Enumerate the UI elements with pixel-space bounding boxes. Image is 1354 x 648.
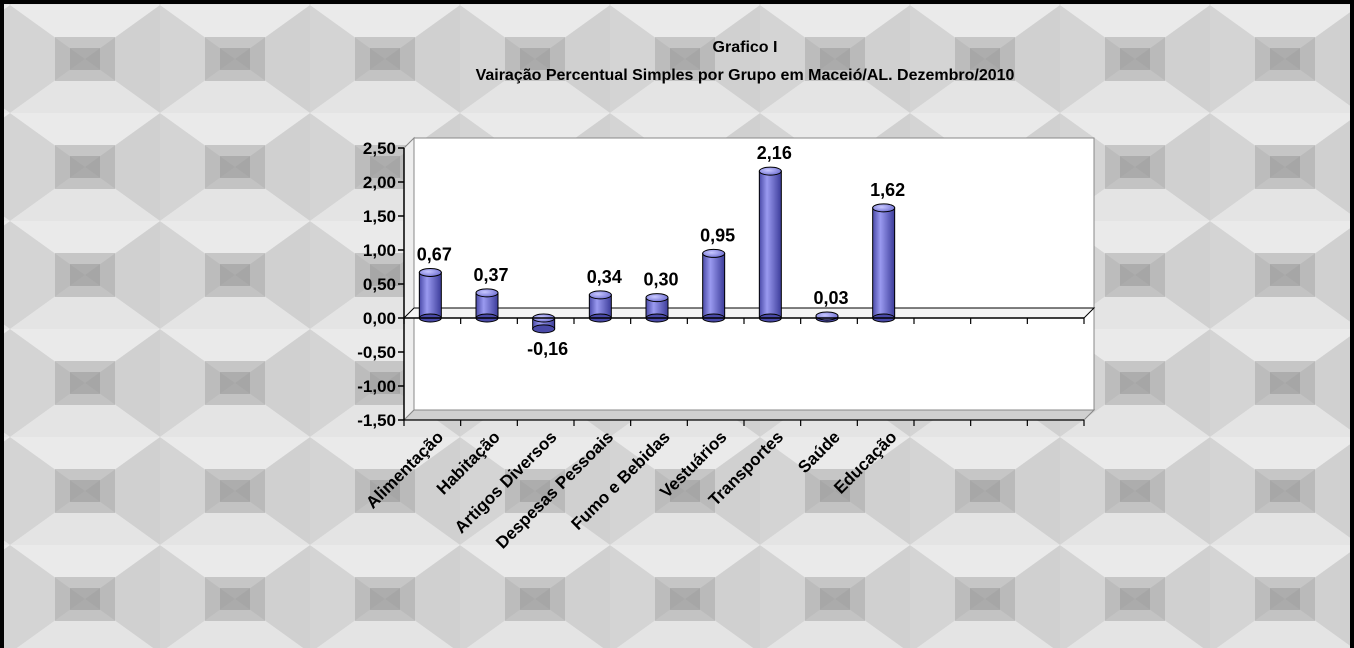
plot-floor — [402, 409, 1096, 421]
plot-back-wall — [413, 137, 1095, 411]
bar — [588, 290, 612, 323]
bars — [418, 166, 896, 334]
y-tick-label: -1,00 — [357, 377, 396, 396]
y-tick-label: -1,50 — [357, 411, 396, 430]
bar — [872, 203, 896, 323]
y-tick-label: 1,00 — [363, 241, 396, 260]
bar-cap — [475, 288, 499, 298]
bar-base — [532, 324, 556, 334]
bar — [532, 313, 556, 334]
data-label: -0,16 — [527, 339, 568, 359]
bar — [418, 267, 442, 323]
bar-cap — [702, 248, 726, 258]
y-tick-label: 1,50 — [363, 207, 396, 226]
bar-cap — [815, 311, 839, 321]
y-tick-label: 0,50 — [363, 275, 396, 294]
y-axis: 2,50 2,00 1,50 1,00 0,50 0,00 -0,50 -1,00 -1,50 — [357, 139, 405, 430]
data-label: 0,03 — [813, 288, 848, 308]
bar-body — [702, 252, 726, 319]
data-label: 0,67 — [417, 244, 452, 264]
bar — [645, 293, 669, 323]
bar — [702, 248, 726, 323]
chart-title: Grafico I — [713, 39, 778, 56]
bar-body — [758, 170, 782, 319]
zero-plane-surface — [402, 307, 1096, 319]
bar — [475, 288, 499, 323]
data-label: 2,16 — [757, 143, 792, 163]
bar-cap — [588, 290, 612, 300]
bar-cap — [645, 293, 669, 303]
bar-cap — [758, 166, 782, 176]
data-label: 0,34 — [587, 267, 622, 287]
bar-body — [872, 207, 896, 319]
data-label: 0,37 — [473, 265, 508, 285]
bar — [815, 311, 839, 323]
y-tick-label: 2,50 — [363, 139, 396, 158]
bar-body — [418, 271, 442, 319]
y-tick-label: 2,00 — [363, 173, 396, 192]
data-label: 1,62 — [870, 180, 905, 200]
bar-cap — [872, 203, 896, 213]
plot-side-wall — [403, 136, 415, 422]
data-label: 0,95 — [700, 225, 735, 245]
bar — [758, 166, 782, 323]
zero-plane — [402, 307, 1096, 319]
chart-subtitle: Vairação Percentual Simples por Grupo em… — [476, 67, 1015, 84]
y-tick-label: 0,00 — [363, 309, 396, 328]
y-tick-label: -0,50 — [357, 343, 396, 362]
data-label: 0,30 — [643, 270, 678, 290]
bar-cap — [418, 267, 442, 277]
data-labels: 0,67 0,37 -0,16 0,34 0,30 0,95 2,16 0,03 1,62 — [417, 143, 905, 359]
